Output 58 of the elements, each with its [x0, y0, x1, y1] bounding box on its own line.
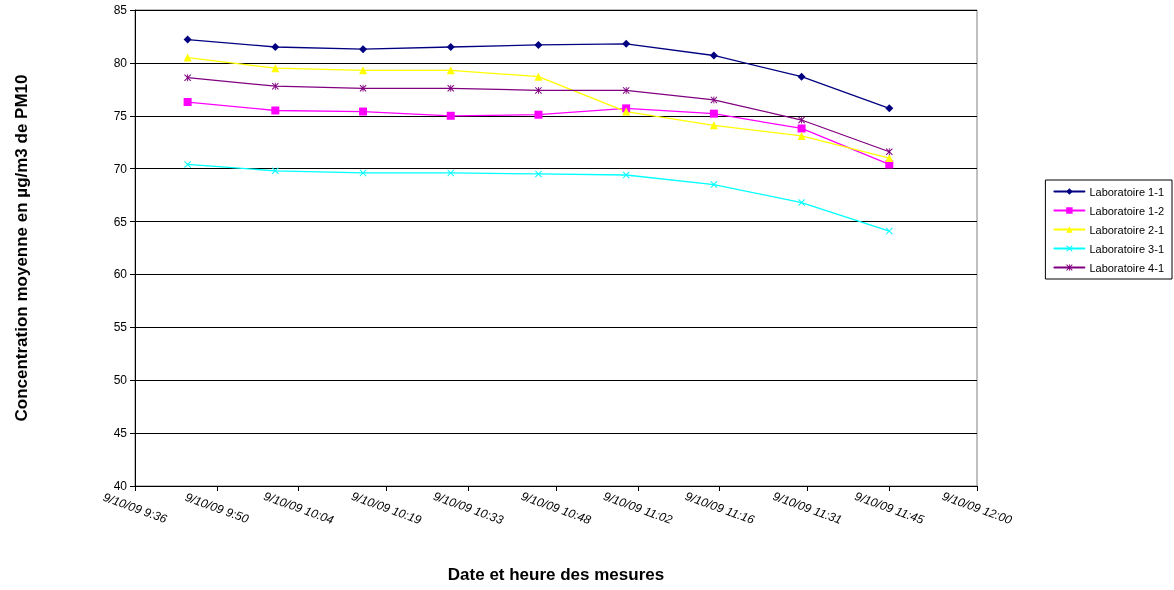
point [797, 131, 806, 140]
point [359, 66, 368, 75]
point [710, 181, 718, 189]
point [447, 169, 455, 177]
point [534, 170, 542, 178]
point [446, 43, 455, 52]
y-tick-label: 50 [113, 373, 128, 388]
point [183, 35, 192, 44]
point [885, 227, 893, 235]
x-tick-label: 9/10/09 11:45 [852, 489, 927, 528]
x-axis-title: Date et heure des mesures [447, 565, 665, 584]
x-tick-label: 9/10/09 10:19 [349, 488, 424, 528]
point [622, 39, 631, 48]
y-tick-label: 70 [113, 161, 128, 176]
y-tick-label: 55 [113, 320, 128, 335]
point [622, 86, 630, 94]
point [534, 40, 543, 49]
point [885, 104, 894, 113]
point [534, 72, 543, 81]
point [271, 167, 279, 175]
point [183, 98, 192, 107]
y-axis-title: Concentration moyenne en µg/m3 de PM10 [12, 74, 31, 422]
point [183, 53, 192, 62]
legend-label: Laboratoire 1-1 [1089, 185, 1164, 198]
point [271, 43, 280, 52]
point [271, 82, 279, 90]
x-tick-label: 9/10/09 11:02 [601, 489, 675, 528]
point [534, 110, 543, 119]
x-tick-label: 9/10/09 12:00 [940, 488, 1015, 528]
x-tick-label: 9/10/09 10:04 [261, 488, 336, 528]
legend-label: Laboratoire 3-1 [1089, 242, 1164, 255]
y-tick-label: 85 [113, 3, 128, 17]
y-tick-label: 65 [113, 214, 128, 229]
point [797, 124, 806, 133]
legend-label: Laboratoire 1-2 [1089, 204, 1164, 217]
x-tick-label: 9/10/09 11:31 [770, 489, 844, 527]
point [797, 72, 806, 81]
legend-label: Laboratoire 2-1 [1089, 223, 1164, 236]
point [359, 107, 368, 116]
point [446, 111, 455, 120]
point [798, 116, 806, 124]
x-tick-label: 9/10/09 9:36 [101, 490, 170, 527]
point [359, 45, 368, 54]
point [885, 148, 893, 156]
point [709, 51, 718, 60]
legend-label: Laboratoire 4-1 [1089, 261, 1164, 274]
x-tick-label: 9/10/09 11:16 [683, 489, 757, 528]
y-tick-label: 45 [113, 426, 128, 441]
y-tick-label: 75 [113, 108, 128, 123]
x-tick-label: 9/10/09 10:48 [519, 488, 594, 528]
y-tick-label: 60 [113, 267, 128, 282]
point [709, 109, 718, 118]
x-tick-label: 9/10/09 9:50 [183, 490, 251, 527]
x-tick-label: 9/10/09 10:33 [431, 488, 506, 528]
point [271, 106, 280, 115]
y-tick-label: 40 [113, 479, 128, 493]
point [447, 84, 455, 92]
y-tick-label: 80 [113, 55, 128, 70]
